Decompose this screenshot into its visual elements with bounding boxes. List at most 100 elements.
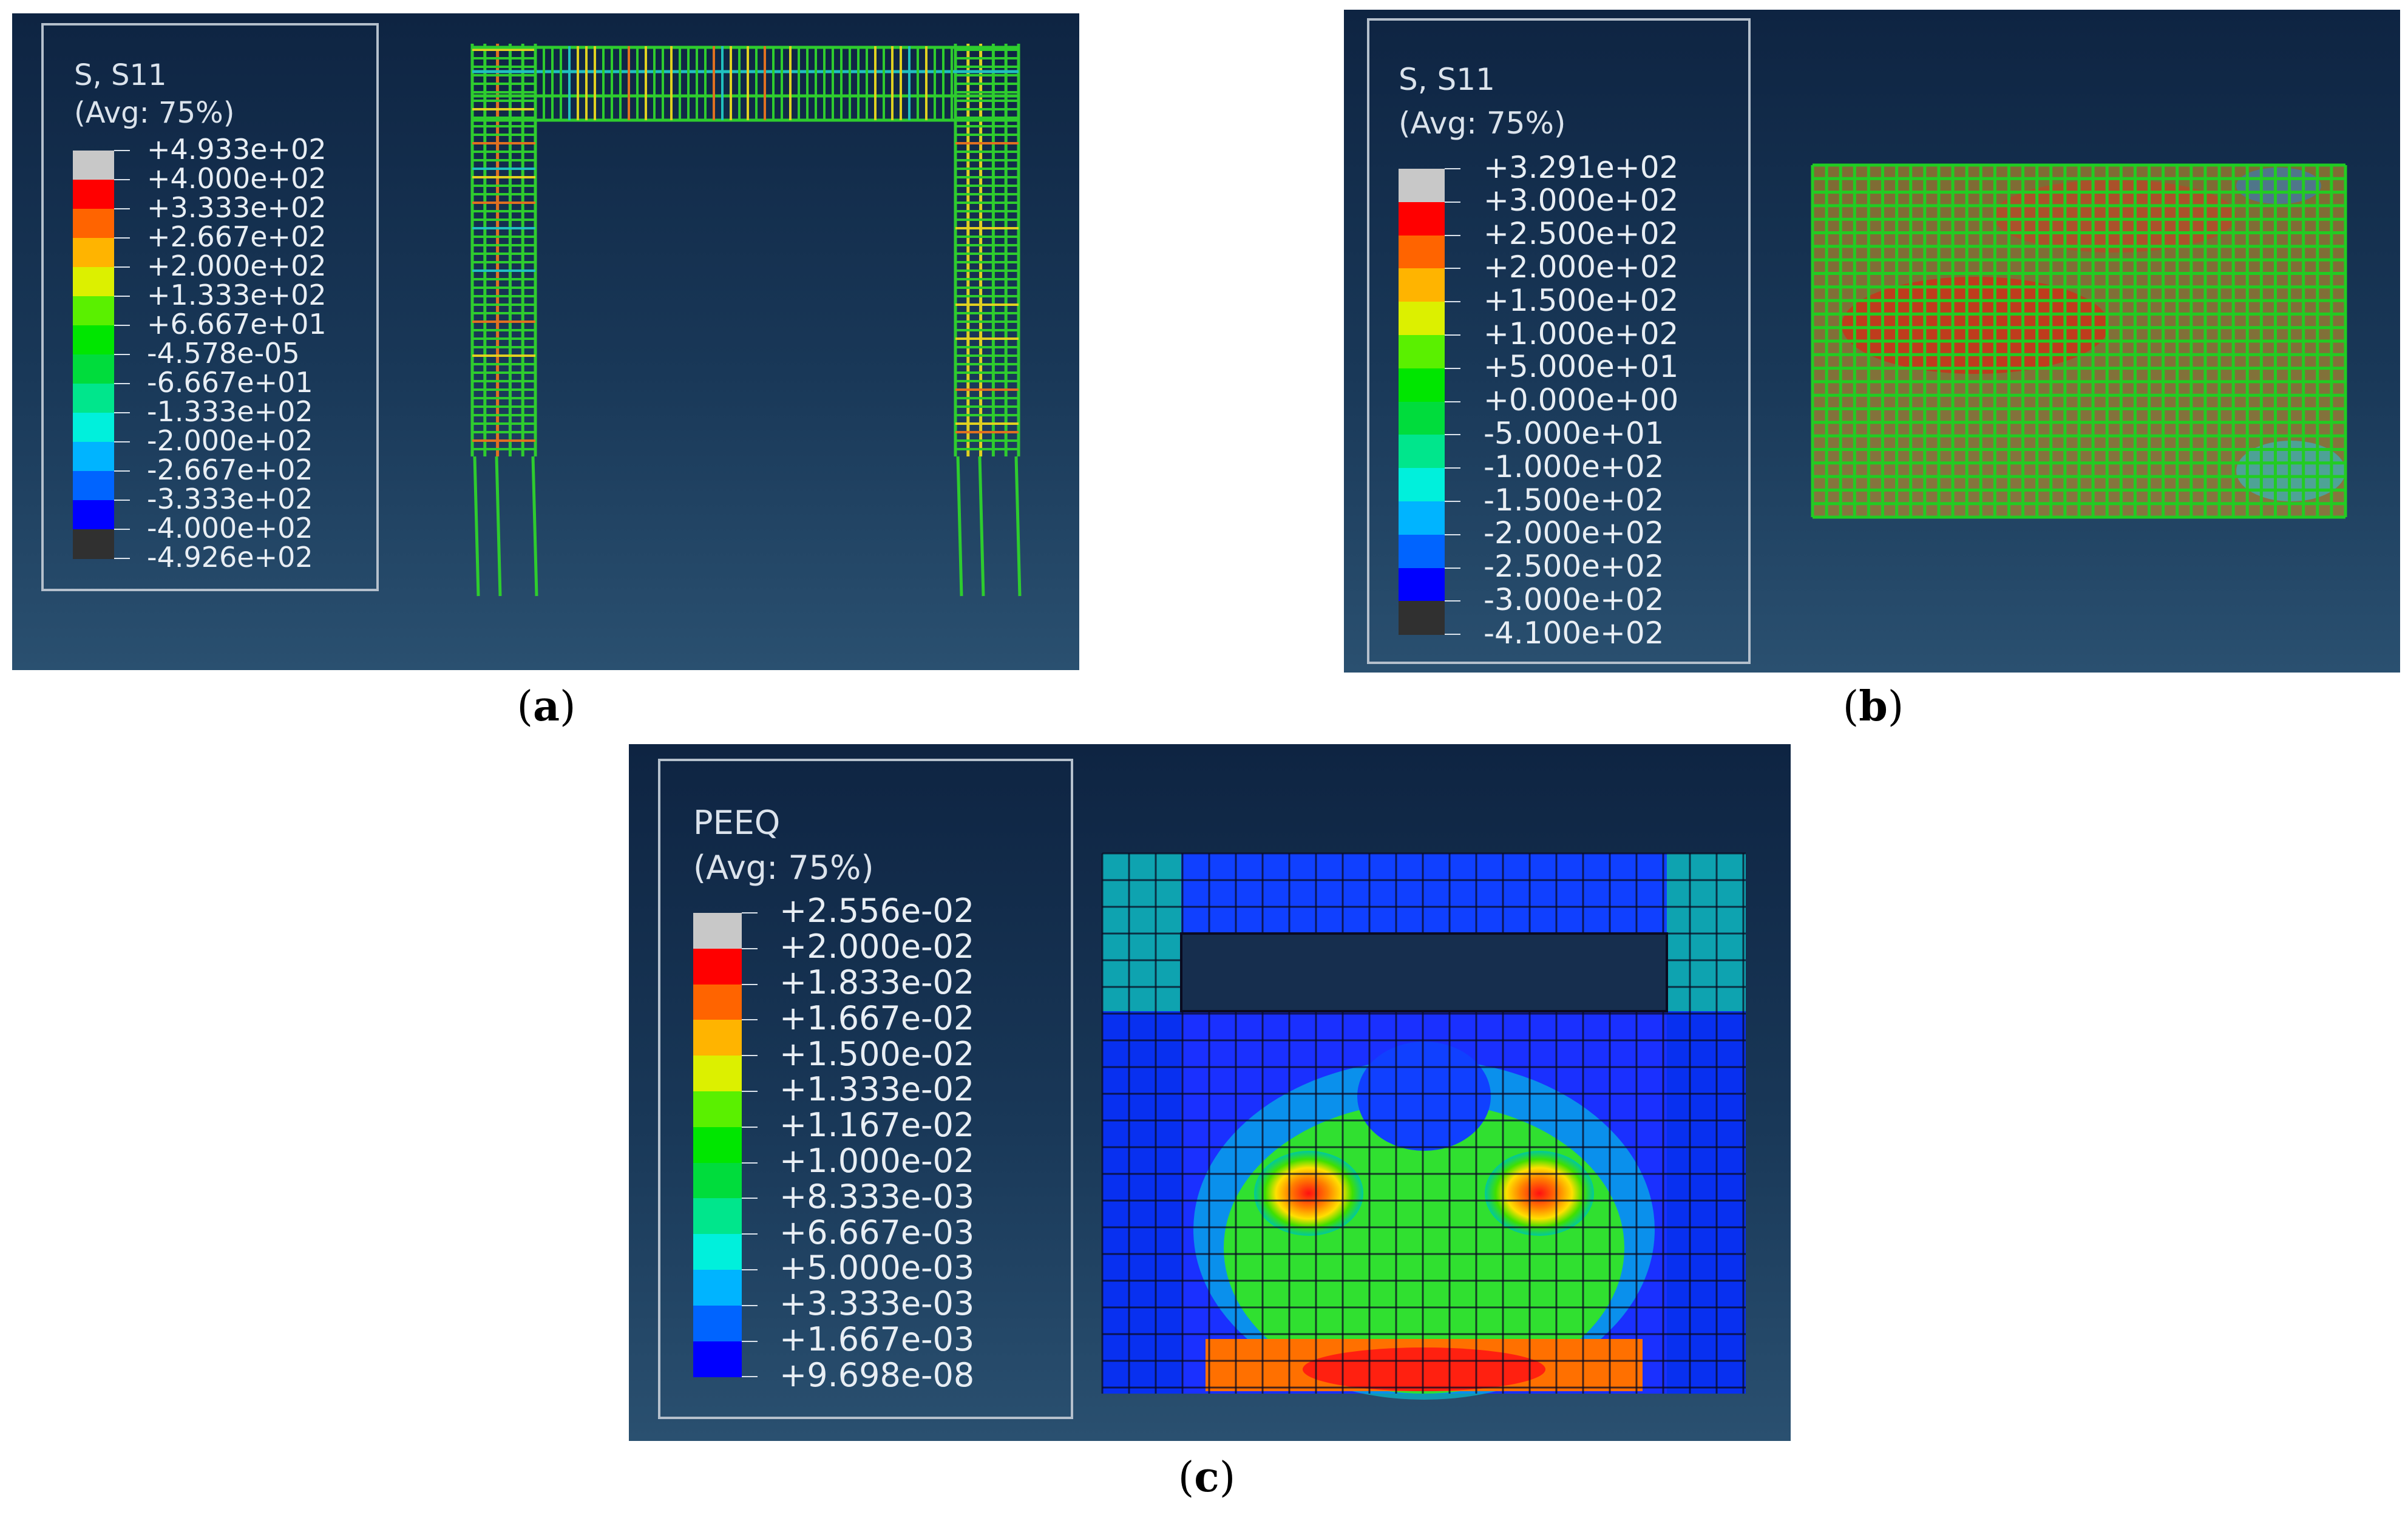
legend-swatch xyxy=(73,354,114,384)
legend-swatch xyxy=(1399,468,1445,502)
legend-tick xyxy=(114,208,130,209)
legend-tick-label: +2.556e-02 xyxy=(779,892,975,930)
legend-tick xyxy=(114,412,130,413)
legend-swatch xyxy=(693,1341,742,1378)
legend-tick-label: -4.578e-05 xyxy=(147,336,300,370)
legend-tick xyxy=(1445,600,1460,602)
legend-swatch xyxy=(693,1198,742,1235)
legend-tick-label: -2.667e+02 xyxy=(147,453,313,486)
caption-a: (a) xyxy=(517,682,576,731)
legend-tick xyxy=(742,1055,758,1057)
legend-tick-label: +9.698e-08 xyxy=(779,1355,975,1394)
column-dowel-bar xyxy=(495,456,502,597)
legend-swatch xyxy=(73,267,114,297)
legend-tick xyxy=(114,179,130,180)
column-dowel-bar xyxy=(956,456,963,597)
legend-swatch xyxy=(693,948,742,985)
legend-tick-label: -2.000e+02 xyxy=(147,424,313,457)
legend-averaging: (Avg: 75%) xyxy=(74,96,235,130)
legend-tick-label: +1.667e-03 xyxy=(779,1320,975,1358)
strain-hotspot-right xyxy=(1485,1151,1594,1236)
legend-tick-label: +2.500e+02 xyxy=(1484,216,1679,252)
legend-swatch xyxy=(693,1056,742,1092)
legend-tick xyxy=(114,500,130,501)
legend-tick-label: +6.667e+01 xyxy=(147,307,327,341)
legend-tick xyxy=(114,237,130,239)
legend-tick xyxy=(742,983,758,985)
legend-swatch xyxy=(1399,169,1445,203)
legend-tick xyxy=(1445,634,1460,635)
legend-tick xyxy=(114,470,130,472)
legend-swatch xyxy=(693,913,742,949)
legend-tick-label: -4.000e+02 xyxy=(147,511,313,544)
legend-swatch xyxy=(73,442,114,472)
legend-tick xyxy=(742,947,758,949)
legend-swatch xyxy=(73,238,114,268)
legend-tick xyxy=(742,1376,758,1378)
legend-averaging: (Avg: 75%) xyxy=(1399,106,1566,141)
legend-tick-label: +1.000e-02 xyxy=(779,1141,975,1180)
strain-zone-center-low xyxy=(1357,1042,1491,1151)
legend-tick-label: +6.667e-03 xyxy=(779,1213,975,1252)
column-dowel-bar xyxy=(978,456,985,597)
legend-tick-label: +3.000e+02 xyxy=(1484,183,1679,219)
legend-tick-label: -1.500e+02 xyxy=(1484,482,1664,518)
legend-tick-label: -3.333e+02 xyxy=(147,482,313,515)
legend-tick xyxy=(1445,401,1460,402)
legend-tick xyxy=(114,558,130,559)
legend-tick xyxy=(1445,334,1460,336)
legend-tick-label: +1.333e+02 xyxy=(147,278,327,311)
legend-tick xyxy=(1445,534,1460,535)
legend-tick-label: +5.000e-03 xyxy=(779,1249,975,1287)
legend-swatch xyxy=(73,180,114,209)
legend-swatch xyxy=(693,1162,742,1199)
legend-swatch xyxy=(693,1305,742,1342)
legend-variable: S, S11 xyxy=(74,58,167,92)
legend-tick-label: +3.333e-03 xyxy=(779,1284,975,1323)
legend-swatch xyxy=(1399,335,1445,369)
legend-tick-label: -2.500e+02 xyxy=(1484,549,1664,585)
legend-tick xyxy=(742,1091,758,1092)
legend-variable: PEEQ xyxy=(693,804,781,842)
legend-tick-label: +4.933e+02 xyxy=(147,132,327,166)
legend-tick-label: +3.333e+02 xyxy=(147,191,327,224)
legend-swatch xyxy=(1399,401,1445,436)
legend-tick xyxy=(742,1162,758,1164)
legend-tick xyxy=(114,441,130,442)
legend-tick xyxy=(114,383,130,384)
legend-tick-label: +1.667e-02 xyxy=(779,998,975,1037)
legend-tick xyxy=(114,529,130,530)
column-dowel-bar xyxy=(1014,456,1022,597)
legend-tick xyxy=(114,150,130,151)
legend-tick-label: -2.000e+02 xyxy=(1484,515,1664,551)
legend-tick-label: +1.167e-02 xyxy=(779,1106,975,1145)
legend-swatch xyxy=(73,296,114,326)
legend-tick-label: -1.333e+02 xyxy=(147,395,313,428)
legend-tick-label: +1.500e-02 xyxy=(779,1034,975,1073)
legend-tick xyxy=(742,1340,758,1342)
caption-b: (b) xyxy=(1842,682,1904,731)
legend-tick xyxy=(114,354,130,355)
legend-tick xyxy=(1445,301,1460,303)
legend-tick xyxy=(114,325,130,326)
legend-swatch xyxy=(1399,368,1445,402)
legend-swatch xyxy=(693,1020,742,1057)
legend-tick-label: +2.667e+02 xyxy=(147,220,327,253)
legend-tick xyxy=(742,1198,758,1199)
legend-tick xyxy=(1445,501,1460,502)
legend-tick-label: -5.000e+01 xyxy=(1484,415,1664,451)
legend-swatch xyxy=(1399,435,1445,469)
legend-swatch xyxy=(1399,501,1445,535)
legend-swatch xyxy=(1399,568,1445,602)
legend-tick xyxy=(1445,434,1460,436)
legend-swatch xyxy=(1399,268,1445,303)
legend-tick-label: +0.000e+00 xyxy=(1484,382,1679,418)
legend-swatch xyxy=(73,384,114,413)
legend-tick xyxy=(1445,168,1460,169)
legend-swatch xyxy=(73,529,114,559)
top-beam xyxy=(1181,853,1667,932)
legend-swatch xyxy=(1399,202,1445,236)
legend-tick xyxy=(1445,367,1460,369)
legend-tick xyxy=(742,1269,758,1270)
legend-tick-label: +2.000e+02 xyxy=(147,249,327,282)
